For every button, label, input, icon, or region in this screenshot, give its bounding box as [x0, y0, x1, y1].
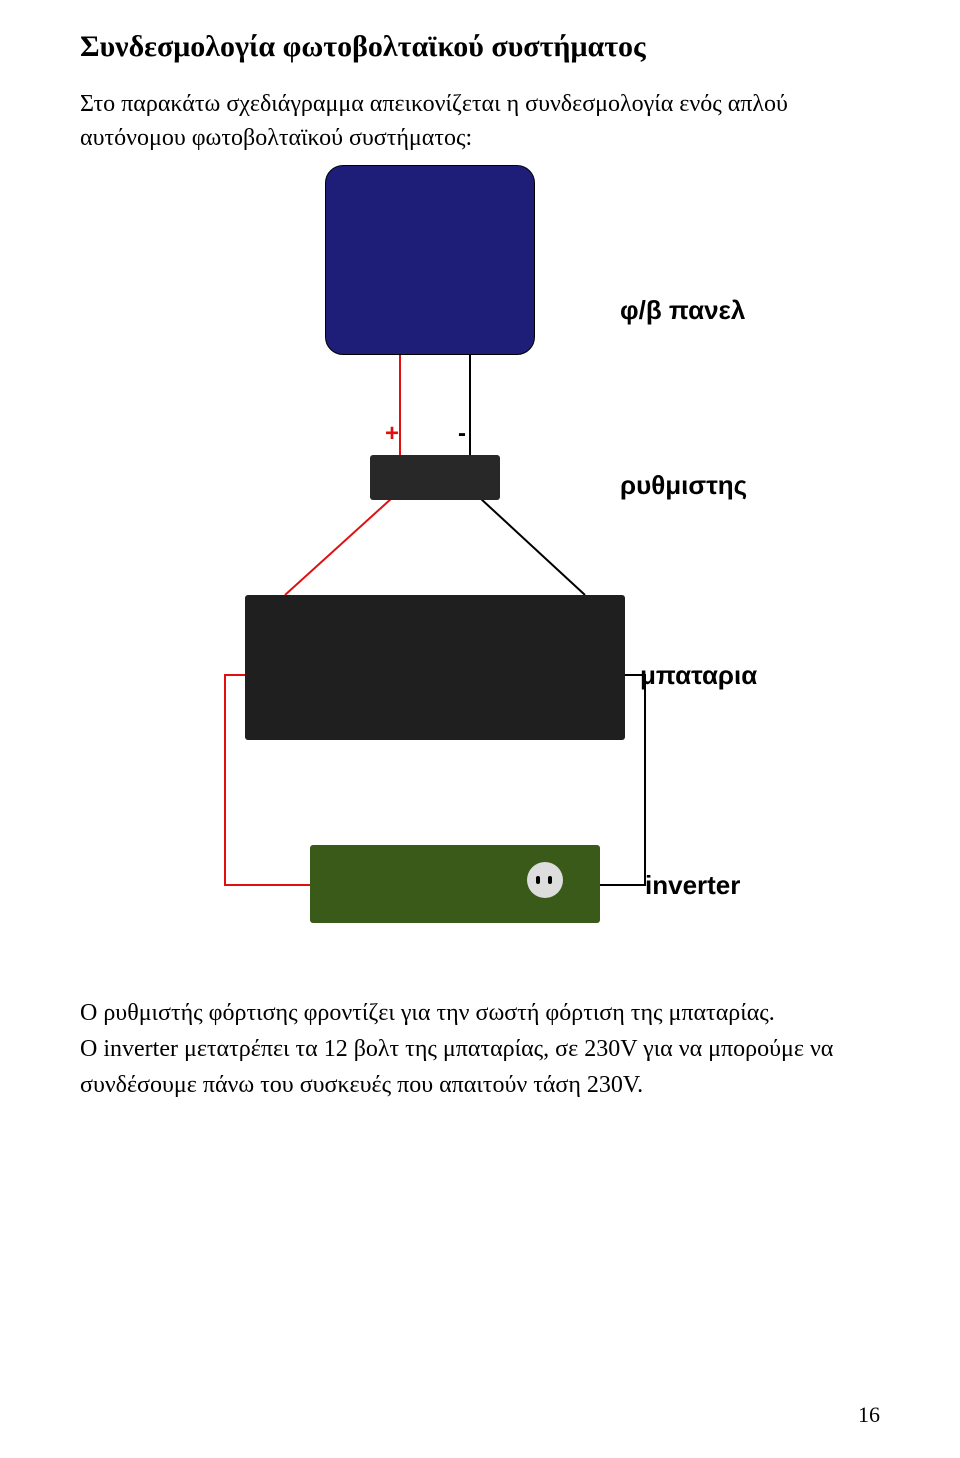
charge-regulator — [370, 455, 500, 500]
battery — [245, 595, 625, 740]
terminal-negative: - — [458, 420, 466, 448]
intro-text: Στο παρακάτω σχεδιάγραμμα απεικονίζεται … — [80, 88, 880, 155]
socket-hole-left — [536, 876, 540, 884]
page-title: Συνδεσμολογία φωτοβολταϊκού συστήματος — [80, 30, 880, 64]
wiring-diagram: φ/β πανελ + - ρυθμιστης μπαταρια inverte… — [140, 165, 820, 935]
solar-panel — [325, 165, 535, 355]
socket-hole-right — [548, 876, 552, 884]
page-number: 16 — [858, 1402, 880, 1428]
description-block: Ο ρυθμιστής φόρτισης φροντίζει για την σ… — [80, 995, 880, 1103]
battery-label: μπαταρια — [640, 660, 757, 691]
inverter-socket — [527, 862, 563, 898]
terminal-positive: + — [385, 420, 399, 448]
description-line-1: Ο ρυθμιστής φόρτισης φροντίζει για την σ… — [80, 995, 880, 1031]
inverter-label: inverter — [645, 870, 740, 901]
wire-reg-batt-pos — [285, 498, 392, 595]
panel-label: φ/β πανελ — [620, 295, 745, 326]
wire-reg-batt-neg — [480, 498, 585, 595]
regulator-label: ρυθμιστης — [620, 470, 747, 501]
description-line-2: Ο inverter μετατρέπει τα 12 βολτ της μπα… — [80, 1031, 880, 1103]
